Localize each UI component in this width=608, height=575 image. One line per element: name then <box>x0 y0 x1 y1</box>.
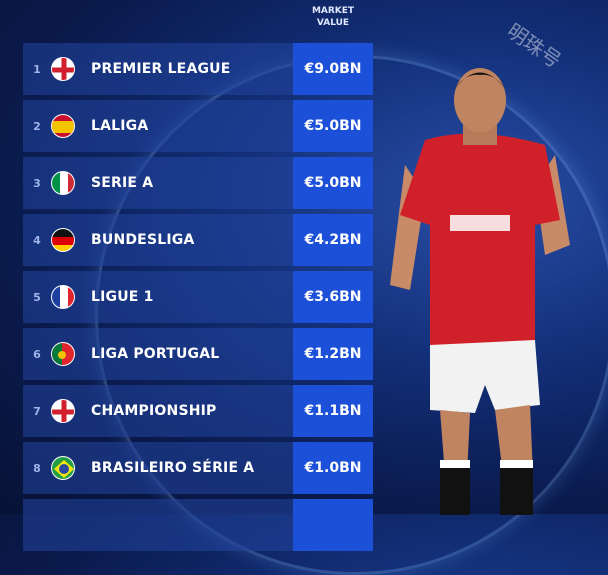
league-name: LIGA PORTUGAL <box>91 346 220 362</box>
rank-number: 6 <box>33 347 41 361</box>
rank-number: 2 <box>33 119 41 133</box>
league-name: SERIE A <box>91 175 154 191</box>
market-value-cell: €1.2BN <box>293 328 373 380</box>
league-name: PREMIER LEAGUE <box>91 61 231 77</box>
league-name: CHAMPIONSHIP <box>91 403 217 419</box>
table-row: 7 CHAMPIONSHIP €1.1BN <box>23 385 373 437</box>
market-value-header: MARKET VALUE <box>293 5 373 29</box>
rank-number: 8 <box>33 461 41 475</box>
table-row: 3 SERIE A €5.0BN <box>23 157 373 209</box>
rank-number: 4 <box>33 233 41 247</box>
rank-number: 5 <box>33 290 41 304</box>
spain-flag-icon <box>51 114 75 138</box>
table-row: 6 LIGA PORTUGAL €1.2BN <box>23 328 373 380</box>
market-value-cell: €9.0BN <box>293 43 373 95</box>
market-value-cell: €3.6BN <box>293 271 373 323</box>
rank-number: 3 <box>33 176 41 190</box>
portugal-flag-icon <box>51 342 75 366</box>
table-row: 8 BRASILEIRO SÉRIE A €1.0BN <box>23 442 373 494</box>
league-name: BUNDESLIGA <box>91 232 195 248</box>
market-value-cell: €1.0BN <box>293 442 373 494</box>
rank-number: 7 <box>33 404 41 418</box>
league-name: BRASILEIRO SÉRIE A <box>91 460 255 476</box>
market-value-cell: €5.0BN <box>293 157 373 209</box>
league-name: LIGUE 1 <box>91 289 154 305</box>
header-line: MARKET <box>311 6 355 16</box>
table-row: 1 PREMIER LEAGUE €9.0BN <box>23 43 373 95</box>
germany-flag-icon <box>51 228 75 252</box>
market-value-cell <box>293 499 373 551</box>
table-row: 4 BUNDESLIGA €4.2BN <box>23 214 373 266</box>
rank-number: 1 <box>33 62 41 76</box>
table-row-partial <box>23 499 373 551</box>
market-value-cell: €1.1BN <box>293 385 373 437</box>
table-row: 2 LALIGA €5.0BN <box>23 100 373 152</box>
player-photo <box>390 68 570 515</box>
italy-flag-icon <box>51 171 75 195</box>
england-flag-icon <box>51 57 75 81</box>
france-flag-icon <box>51 285 75 309</box>
england-flag-icon <box>51 399 75 423</box>
table-row: 5 LIGUE 1 €3.6BN <box>23 271 373 323</box>
league-name: LALIGA <box>91 118 149 134</box>
market-value-cell: €4.2BN <box>293 214 373 266</box>
brazil-flag-icon <box>51 456 75 480</box>
row-bar <box>23 499 293 551</box>
market-value-cell: €5.0BN <box>293 100 373 152</box>
header-line: VALUE <box>316 18 350 28</box>
